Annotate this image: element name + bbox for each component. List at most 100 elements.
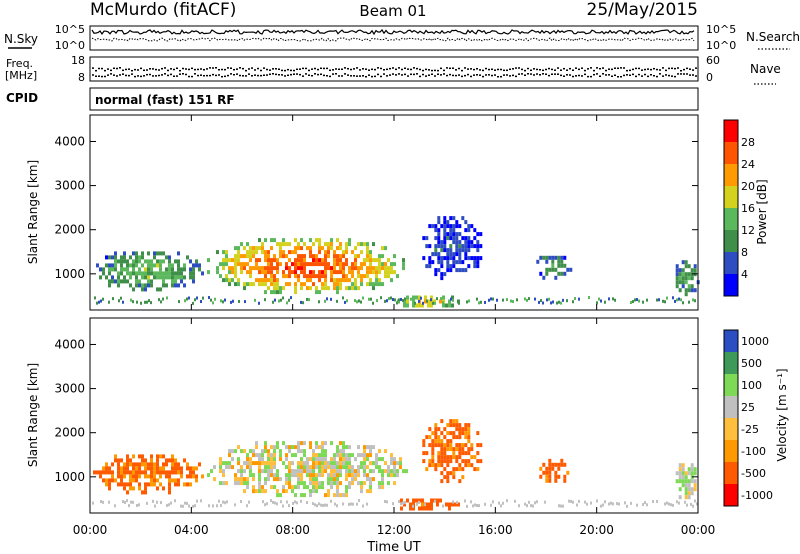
scatter-cell [442,504,444,508]
scatter-cell [166,503,168,507]
scatter-cell [468,299,470,303]
echo-cell [138,466,141,471]
echo-cell [557,255,561,260]
echo-cell [440,471,444,476]
nave-point [524,74,526,76]
echo-cell [333,493,336,498]
echo-cell [443,248,447,253]
freq-point [155,68,157,71]
nave-point [674,75,676,78]
echo-cell [147,251,150,256]
echo-cell [428,459,432,464]
freq-point [551,68,553,71]
freq-point [440,67,442,70]
freq-point [371,68,373,71]
echo-cell [300,449,303,454]
nave-point [332,73,334,75]
freq-point [686,67,688,70]
echo-cell [315,274,318,279]
echo-cell [168,490,171,495]
freq-point [317,68,319,71]
echo-cell [443,455,447,460]
freq-point [482,69,484,72]
echo-cell [219,262,222,267]
echo-cell [150,470,153,475]
echo-cell [294,453,297,458]
echo-cell [446,232,450,237]
echo-cell [476,248,480,253]
freq-point [647,68,649,70]
scatter-cell [108,300,110,304]
scatter-cell [210,298,212,302]
scatter-cell [118,299,120,303]
nave-point [635,75,637,78]
nave-point [422,73,424,76]
echo-cell [300,258,303,263]
echo-cell [430,498,433,503]
echo-cell [693,264,697,269]
echo-cell [324,266,327,271]
echo-cell [318,453,321,458]
scatter-cell [664,300,666,304]
echo-cell [327,477,330,482]
echo-cell [111,470,114,475]
echo-cell [258,481,261,486]
echo-cell [327,246,330,251]
echo-cell [201,474,204,479]
echo-cell [455,240,459,245]
echo-cell [675,268,679,273]
echo-cell [437,216,441,221]
scatter-cell [634,298,636,302]
echo-cell [312,254,315,259]
echo-cell [222,473,225,478]
freq-point [158,69,160,71]
echo-cell [551,267,555,272]
freq-point [227,67,229,69]
echo-cell [153,478,156,483]
echo-cell [123,474,126,479]
scatter-cell [476,503,478,507]
echo-cell [309,278,312,283]
nave-point [614,74,616,77]
freq-point [176,67,178,70]
echo-cell [351,274,354,279]
echo-cell [288,465,291,470]
echo-cell [345,445,348,450]
echo-cell [424,295,427,300]
echo-cell [246,461,249,466]
echo-cell [141,283,144,288]
echo-cell [288,461,291,466]
freq-point [596,67,598,69]
freq-point [284,69,286,72]
echo-cell [396,473,399,478]
nave-point [317,73,319,76]
echo-cell [455,232,459,237]
echo-cell [412,295,415,300]
echo-cell [384,469,387,474]
scatter-cell [326,503,328,507]
echo-cell [126,454,129,459]
echo-cell [117,283,120,288]
echo-cell [264,489,267,494]
echo-cell [132,251,135,256]
echo-cell [303,258,306,263]
echo-cell [684,475,688,480]
echo-cell [363,469,366,474]
echo-cell [297,485,300,490]
echo-cell [690,463,694,468]
echo-cell [425,244,429,249]
echo-cell [333,481,336,486]
scatter-cell [280,298,282,302]
scatter-cell [336,299,338,303]
echo-cell [452,455,456,460]
echo-cell [156,271,159,276]
echo-cell [545,466,549,471]
echo-cell [548,466,552,471]
echo-cell [120,482,123,487]
echo-cell [273,282,276,287]
echo-cell [357,242,360,247]
echo-cell [159,454,162,459]
echo-cell [150,466,153,471]
echo-cell [234,266,237,271]
echo-cell [327,254,330,259]
